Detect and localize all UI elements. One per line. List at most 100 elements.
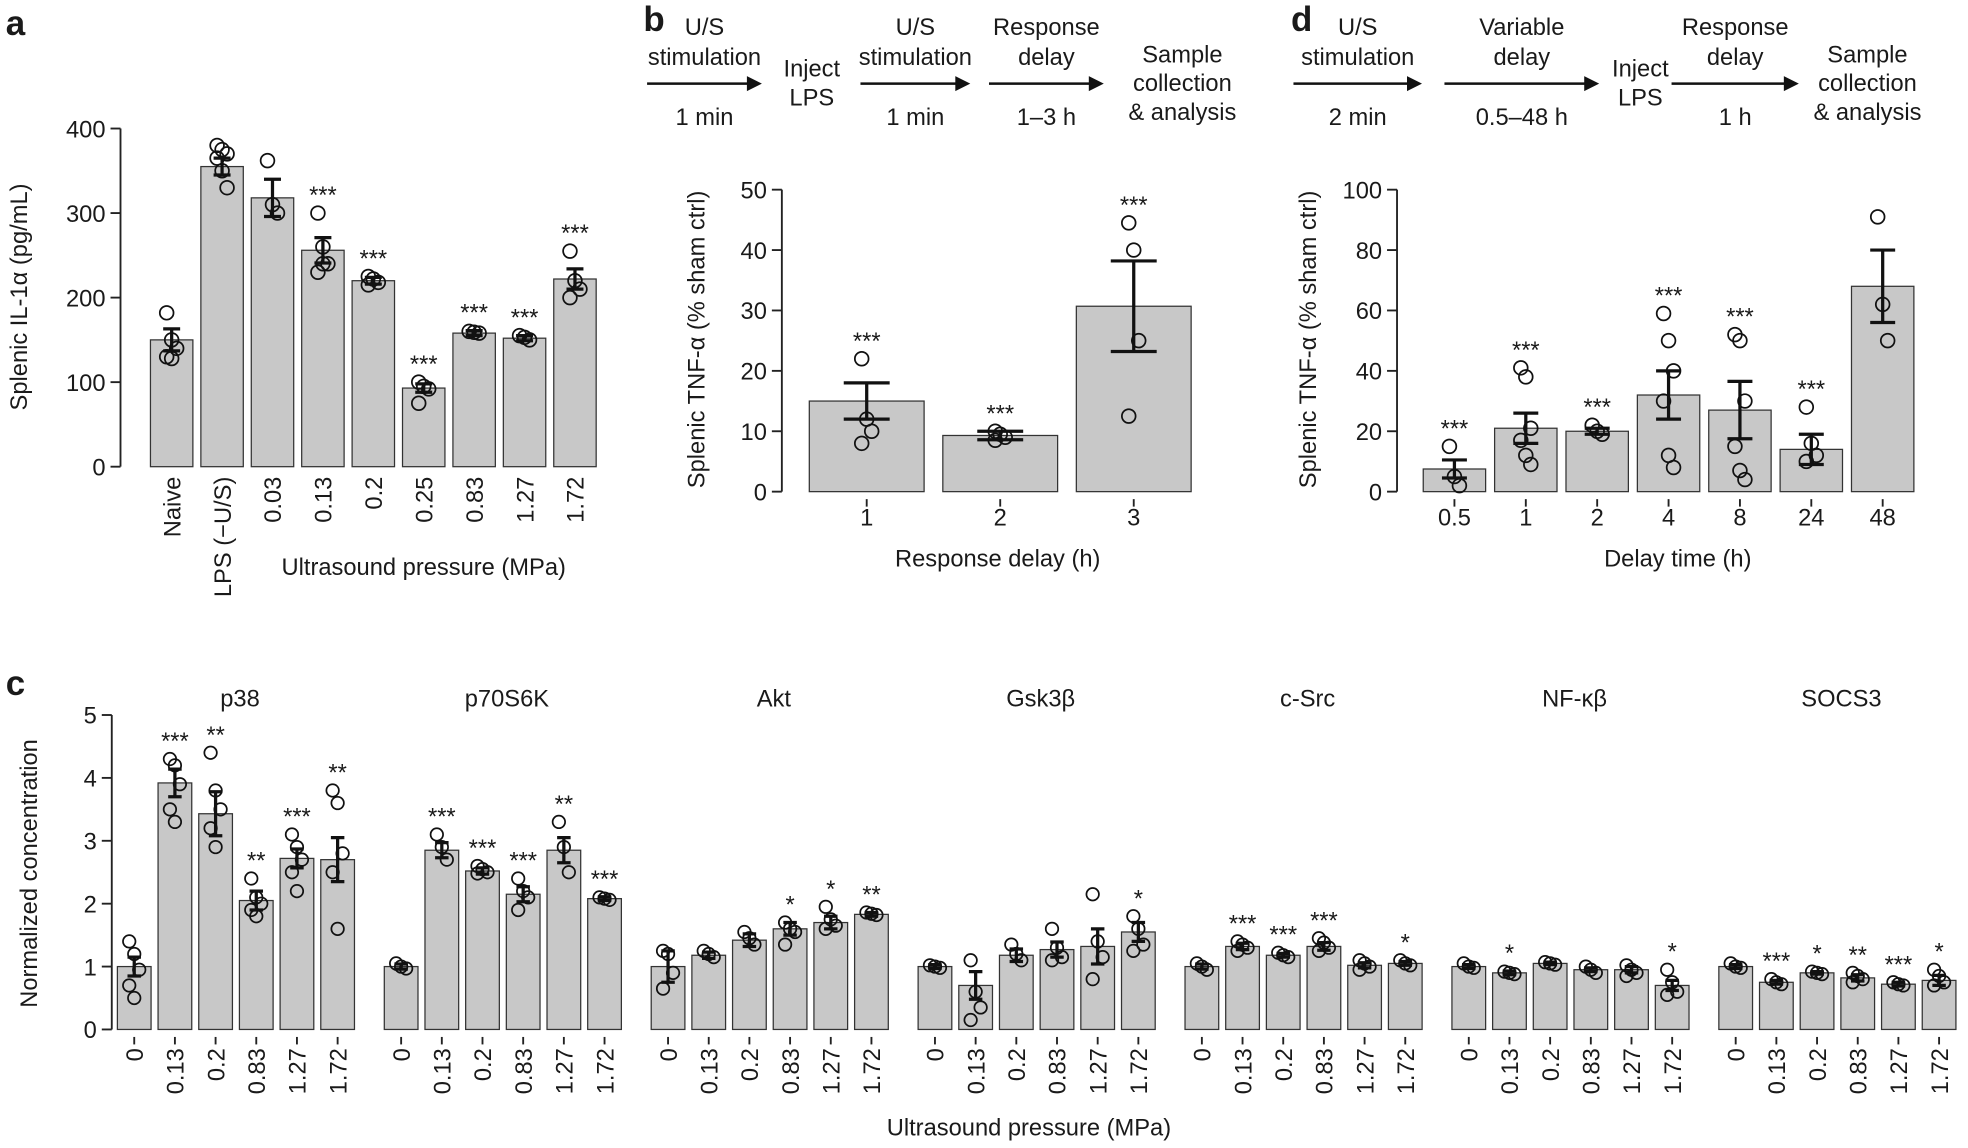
bar bbox=[401, 387, 446, 468]
x-tick-label: 0.2 bbox=[362, 477, 388, 510]
error-bar bbox=[435, 841, 449, 860]
data-point bbox=[439, 852, 454, 867]
x-tick-label: 0.13 bbox=[1231, 1048, 1257, 1094]
step-text: Inject bbox=[1612, 57, 1669, 83]
significance: *** bbox=[561, 221, 589, 247]
x-tick-label: 0.2 bbox=[1272, 1048, 1298, 1081]
significance: *** bbox=[986, 401, 1014, 427]
step-duration: 1 min bbox=[886, 105, 944, 131]
y-tick-label: 300 bbox=[66, 202, 106, 228]
significance: * bbox=[1934, 940, 1943, 966]
error-bar bbox=[977, 429, 1024, 442]
data-point bbox=[466, 324, 482, 341]
bar bbox=[1184, 965, 1220, 1031]
data-point bbox=[209, 137, 225, 154]
x-tick-label: 1 bbox=[860, 505, 873, 531]
x-tick-label: 3 bbox=[1127, 505, 1140, 531]
error-bar bbox=[163, 327, 181, 353]
data-point bbox=[1655, 305, 1672, 322]
significance: *** bbox=[309, 183, 337, 209]
x-tick-label: 0.83 bbox=[1046, 1048, 1072, 1094]
data-point bbox=[158, 305, 175, 321]
error-bar bbox=[1317, 941, 1331, 952]
x-tick-label: 0.5 bbox=[1438, 505, 1471, 531]
x-tick-label: 1.72 bbox=[1394, 1048, 1420, 1094]
error-bar bbox=[557, 836, 571, 865]
x-tick-label: 0.2 bbox=[1005, 1048, 1031, 1081]
step-label: delay bbox=[1707, 45, 1764, 71]
data-point bbox=[1518, 447, 1534, 464]
x-tick-label: 1.72 bbox=[593, 1048, 619, 1094]
step-duration: 1–3 h bbox=[1017, 105, 1076, 131]
bar bbox=[1758, 981, 1794, 1031]
bar bbox=[1532, 962, 1568, 1031]
data-point bbox=[219, 179, 235, 196]
error-bar bbox=[1131, 920, 1146, 944]
error-bar bbox=[968, 969, 983, 1001]
x-tick-label: 0.13 bbox=[964, 1048, 990, 1094]
bar bbox=[238, 899, 274, 1031]
significance: * bbox=[1505, 941, 1514, 967]
data-point bbox=[1523, 420, 1539, 436]
panel-label: b bbox=[643, 0, 664, 39]
error-bar bbox=[1513, 411, 1539, 445]
data-point bbox=[1044, 953, 1060, 968]
error-bar bbox=[208, 790, 223, 838]
x-tick-label: 0.13 bbox=[164, 1048, 190, 1094]
error-bar bbox=[1584, 966, 1598, 974]
step-text: Sample bbox=[1827, 42, 1907, 68]
error-bar bbox=[1441, 458, 1467, 480]
bar bbox=[320, 859, 356, 1031]
data-point bbox=[1130, 332, 1147, 349]
significance: *** bbox=[410, 352, 438, 378]
bar bbox=[1565, 430, 1630, 493]
data-point bbox=[818, 899, 833, 914]
subplot-title: SOCS3 bbox=[1801, 686, 1881, 712]
error-bar bbox=[1727, 379, 1753, 441]
bar bbox=[691, 954, 727, 1031]
data-point bbox=[1732, 462, 1748, 479]
data-point bbox=[1136, 937, 1151, 952]
data-point bbox=[259, 152, 276, 169]
data-point bbox=[1619, 968, 1634, 984]
significance: *** bbox=[1120, 193, 1148, 219]
x-tick-label: 48 bbox=[1870, 505, 1896, 531]
data-point bbox=[973, 1000, 988, 1015]
x-tick-label: 0 bbox=[1724, 1048, 1750, 1061]
step-text: collection bbox=[1818, 71, 1917, 97]
x-tick-label: 24 bbox=[1798, 505, 1824, 531]
bar bbox=[198, 813, 234, 1031]
panel-label: d bbox=[1291, 0, 1312, 39]
bar bbox=[1387, 962, 1423, 1031]
error-bar bbox=[290, 847, 304, 870]
data-point bbox=[1121, 408, 1137, 424]
step-text: LPS bbox=[1618, 85, 1663, 111]
data-point bbox=[1513, 432, 1529, 449]
error-bar bbox=[843, 381, 890, 421]
bar bbox=[553, 278, 597, 468]
significance: *** bbox=[853, 329, 881, 355]
x-tick-label: 0.83 bbox=[463, 477, 489, 523]
error-bar bbox=[1090, 927, 1105, 966]
step-label: Variable bbox=[1479, 15, 1564, 41]
data-point bbox=[284, 865, 300, 880]
step-label: stimulation bbox=[648, 45, 761, 71]
error-bar bbox=[1357, 961, 1372, 970]
x-tick-label: 0.2 bbox=[738, 1048, 764, 1081]
significance: *** bbox=[359, 246, 387, 272]
significance: ** bbox=[555, 792, 573, 818]
y-axis-label: Splenic TNF-α (% sham ctrl) bbox=[684, 191, 710, 489]
arrow-head bbox=[746, 76, 762, 92]
error-bar bbox=[1769, 978, 1784, 986]
y-tick-label: 400 bbox=[66, 117, 106, 143]
error-bar bbox=[516, 885, 530, 904]
y-tick-label: 0 bbox=[84, 1018, 97, 1044]
subplot-title: c-Src bbox=[1280, 686, 1335, 712]
x-tick-label: 0.13 bbox=[1765, 1048, 1791, 1094]
x-tick-label: 1.27 bbox=[513, 477, 539, 523]
data-point bbox=[1126, 242, 1142, 258]
x-axis-label: Delay time (h) bbox=[1604, 547, 1751, 573]
x-tick-label: 0 bbox=[1458, 1048, 1484, 1061]
error-bar bbox=[1398, 959, 1413, 967]
bar bbox=[1265, 954, 1301, 1031]
